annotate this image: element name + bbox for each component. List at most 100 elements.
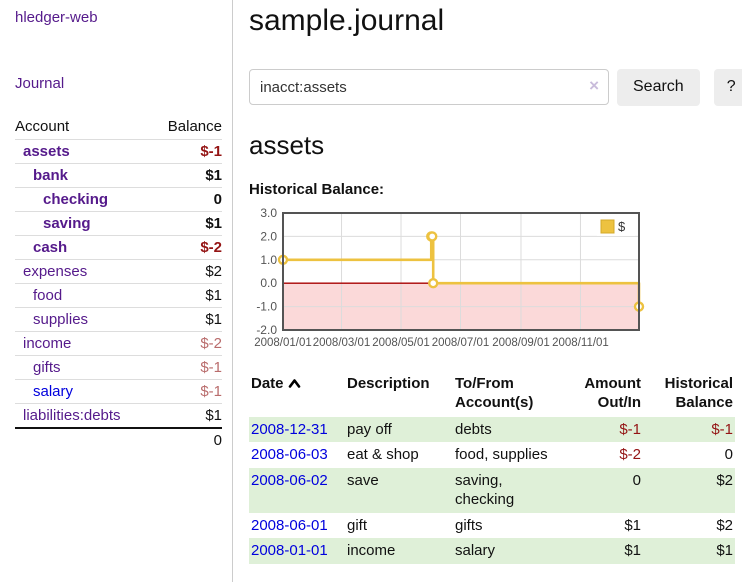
sidebar-nav: Journal bbox=[15, 75, 222, 93]
journal-link[interactable]: Journal bbox=[15, 75, 65, 92]
clear-search-icon[interactable]: × bbox=[589, 76, 599, 95]
transaction-accounts: saving, checking bbox=[455, 471, 515, 509]
brand-link[interactable]: hledger-web bbox=[15, 9, 98, 26]
transaction-date-link[interactable]: 2008-06-02 bbox=[251, 471, 328, 489]
transaction-amount: 0 bbox=[632, 471, 641, 489]
transaction-balance: $2 bbox=[716, 516, 733, 534]
register-header-date[interactable]: Date bbox=[249, 372, 345, 417]
transaction-description: income bbox=[347, 542, 396, 559]
account-name-cell: liabilities:debts bbox=[15, 403, 152, 429]
transaction-balance: $2 bbox=[716, 471, 733, 489]
help-button[interactable]: ? bbox=[713, 68, 742, 106]
account-balance: $1 bbox=[151, 307, 222, 332]
account-link-salary[interactable]: salary bbox=[33, 383, 74, 400]
y-tick-label: 3.0 bbox=[260, 207, 277, 220]
data-point-marker[interactable] bbox=[427, 230, 438, 242]
x-tick-label: 2008/11/01 bbox=[552, 337, 609, 349]
account-link-bank[interactable]: bank bbox=[33, 167, 69, 184]
x-tick-label: 2008/09/01 bbox=[492, 337, 550, 349]
transaction-date-cell: 2008-01-01 bbox=[249, 538, 345, 564]
account-link-supplies[interactable]: supplies bbox=[33, 311, 89, 328]
account-row: bank $1 bbox=[15, 163, 222, 188]
account-link-liabilities-debts[interactable]: liabilities:debts bbox=[23, 407, 121, 424]
account-balance: $2 bbox=[151, 259, 222, 284]
account-link-checking[interactable]: checking bbox=[43, 191, 109, 208]
transaction-description: pay off bbox=[347, 420, 392, 438]
register-header-row: Date Description To/From Account(s) Amou… bbox=[249, 372, 735, 417]
transaction-balance: $-1 bbox=[711, 420, 733, 438]
transaction-date-cell: 2008-12-31 bbox=[249, 417, 345, 443]
account-balance: $-1 bbox=[151, 139, 222, 164]
register-header-balance: Historical Balance bbox=[664, 374, 733, 412]
sidebar: hledger-web Journal Account Balance asse… bbox=[0, 0, 233, 582]
account-name-cell: food bbox=[15, 283, 152, 308]
account-name-cell: income bbox=[15, 331, 152, 356]
account-name-cell: cash bbox=[15, 235, 152, 260]
search-button[interactable]: Search bbox=[617, 68, 700, 106]
y-tick-label: 2.0 bbox=[260, 229, 277, 243]
accounts-header-balance: Balance bbox=[151, 115, 222, 140]
transaction-date-link[interactable]: 2008-06-01 bbox=[251, 516, 328, 534]
transaction-accounts: salary bbox=[455, 542, 496, 559]
account-link-income[interactable]: income bbox=[23, 335, 72, 352]
transaction-date-link[interactable]: 2008-12-31 bbox=[251, 420, 328, 438]
accounts-total-row: 0 bbox=[15, 427, 222, 452]
accounts-header-account: Account bbox=[15, 115, 152, 140]
transaction-amount: $1 bbox=[624, 542, 641, 559]
account-balance: $-2 bbox=[151, 331, 222, 356]
account-link-food[interactable]: food bbox=[33, 287, 63, 304]
transaction-description: eat & shop bbox=[347, 446, 419, 463]
y-tick-label: -2.0 bbox=[256, 323, 277, 337]
sort-ascending-icon bbox=[288, 375, 301, 395]
account-link-assets[interactable]: assets bbox=[23, 143, 70, 160]
transaction-accounts: gifts bbox=[455, 516, 483, 534]
y-tick-label: -1.0 bbox=[256, 299, 277, 313]
register-header-description: Description bbox=[347, 374, 430, 392]
legend-label: $ bbox=[618, 219, 626, 234]
account-name-cell: saving bbox=[15, 211, 152, 236]
account-row: saving $1 bbox=[15, 211, 222, 236]
account-balance: $-2 bbox=[151, 235, 222, 260]
account-name-cell: salary bbox=[15, 379, 152, 404]
account-name-cell: expenses bbox=[15, 259, 152, 284]
transaction-date-link[interactable]: 2008-06-03 bbox=[251, 446, 328, 463]
transaction-row: 2008-06-01 gift gifts $1 $2 bbox=[249, 513, 735, 539]
x-tick-label: 2008/01/01 bbox=[254, 337, 312, 349]
plot-border bbox=[282, 211, 640, 331]
date-header-label: Date bbox=[251, 374, 284, 392]
register-header-accounts: To/From Account(s) bbox=[455, 374, 534, 412]
transaction-accounts: debts bbox=[455, 420, 492, 438]
search-input[interactable] bbox=[249, 69, 609, 105]
account-row: income $-2 bbox=[15, 331, 222, 356]
account-row: food $1 bbox=[15, 283, 222, 308]
legend-swatch bbox=[600, 219, 615, 233]
transaction-amount: $-2 bbox=[619, 446, 641, 463]
account-name-cell: gifts bbox=[15, 355, 152, 380]
account-name-cell: bank bbox=[15, 163, 152, 188]
transaction-row: 2008-12-31 pay off debts $-1 $-1 bbox=[249, 416, 735, 443]
chart-title: Historical Balance: bbox=[249, 180, 385, 198]
account-link-saving[interactable]: saving bbox=[43, 215, 91, 232]
historical-balance-chart[interactable]: $3.0 2.0 1.0 0.0 -1.0 -2.0 2008/01/01 2008/03/0… bbox=[249, 206, 742, 354]
account-row: supplies $1 bbox=[15, 307, 222, 332]
page-title: sample.journal bbox=[249, 4, 445, 37]
x-tick-label: 2008/03/01 bbox=[313, 337, 371, 349]
transaction-description: save bbox=[347, 471, 379, 489]
y-tick-label: 0.0 bbox=[260, 276, 277, 290]
transaction-amount: $-1 bbox=[619, 420, 641, 438]
account-link-gifts[interactable]: gifts bbox=[33, 359, 61, 376]
search-form: × Search ? bbox=[249, 68, 742, 106]
search-input-wrap: × bbox=[249, 69, 609, 105]
account-name-cell: assets bbox=[15, 139, 152, 164]
account-balance: $1 bbox=[151, 403, 222, 429]
transaction-accounts: food, supplies bbox=[455, 446, 548, 463]
accounts-total-spacer bbox=[15, 427, 152, 452]
account-link-expenses[interactable]: expenses bbox=[23, 263, 88, 280]
transaction-date-link[interactable]: 2008-01-01 bbox=[251, 542, 328, 559]
data-point-marker[interactable] bbox=[428, 277, 439, 288]
account-balance: $1 bbox=[151, 211, 222, 236]
accounts-total-value: 0 bbox=[151, 427, 222, 452]
register-header-amount: Amount Out/In bbox=[584, 374, 641, 412]
account-link-cash[interactable]: cash bbox=[33, 239, 68, 256]
